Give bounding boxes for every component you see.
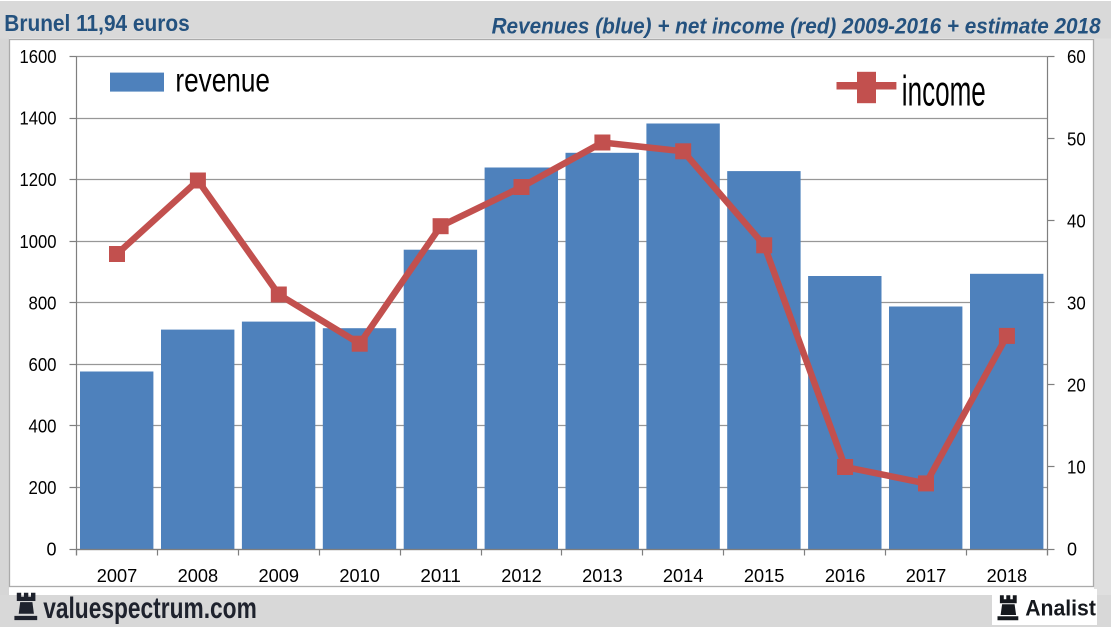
svg-text:400: 400 — [29, 416, 57, 436]
svg-text:30: 30 — [1067, 293, 1086, 313]
svg-text:valuespectrum.com: valuespectrum.com — [43, 592, 257, 625]
svg-text:2014: 2014 — [663, 566, 704, 586]
svg-text:2015: 2015 — [744, 566, 785, 586]
svg-text:200: 200 — [29, 478, 57, 498]
svg-text:2007: 2007 — [97, 566, 138, 586]
svg-text:2013: 2013 — [582, 566, 623, 586]
svg-text:1200: 1200 — [20, 170, 57, 190]
svg-text:0: 0 — [1067, 539, 1077, 559]
svg-text:40: 40 — [1067, 211, 1086, 231]
svg-text:Brunel 11,94 euros: Brunel 11,94 euros — [4, 10, 189, 36]
svg-text:60: 60 — [1067, 47, 1086, 67]
svg-text:1600: 1600 — [20, 47, 57, 67]
svg-text:20: 20 — [1067, 375, 1086, 395]
svg-text:0: 0 — [46, 539, 56, 559]
svg-text:Revenues (blue) + net income (: Revenues (blue) + net income (red) 2009-… — [492, 13, 1102, 38]
svg-text:600: 600 — [29, 355, 57, 375]
svg-text:income: income — [902, 68, 986, 116]
svg-text:50: 50 — [1067, 129, 1086, 149]
svg-text:2011: 2011 — [420, 566, 461, 586]
svg-text:2018: 2018 — [987, 566, 1028, 586]
svg-text:800: 800 — [29, 293, 57, 313]
svg-text:1400: 1400 — [20, 109, 57, 129]
svg-text:2008: 2008 — [178, 566, 219, 586]
svg-text:2017: 2017 — [906, 566, 947, 586]
svg-text:2016: 2016 — [825, 566, 866, 586]
svg-text:revenue: revenue — [175, 62, 270, 99]
svg-text:2009: 2009 — [259, 566, 300, 586]
svg-text:2012: 2012 — [501, 566, 542, 586]
svg-text:Analist: Analist — [1025, 595, 1096, 620]
svg-text:10: 10 — [1067, 457, 1086, 477]
svg-text:1000: 1000 — [20, 232, 57, 252]
svg-text:2010: 2010 — [339, 566, 380, 586]
